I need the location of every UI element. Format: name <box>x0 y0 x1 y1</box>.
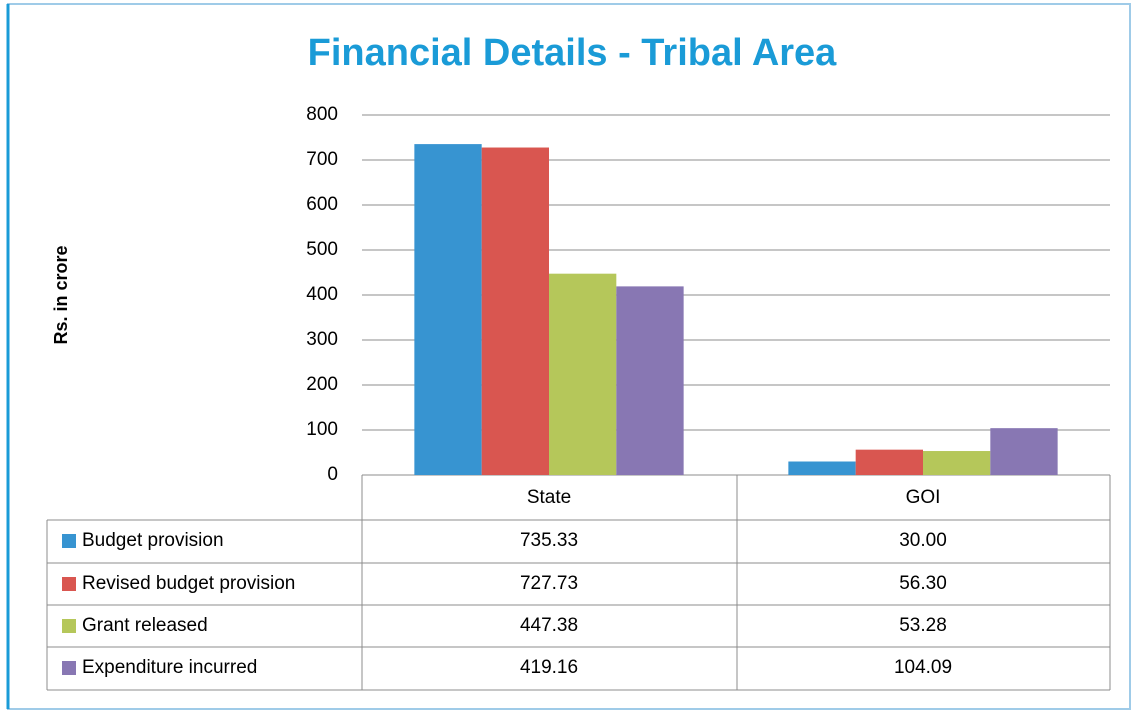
bar <box>923 451 991 475</box>
y-tick-label: 100 <box>306 419 338 440</box>
legend-swatch <box>62 661 76 675</box>
legend-label: Budget provision <box>82 530 224 551</box>
y-tick-label: 800 <box>306 104 338 125</box>
table-value: 56.30 <box>899 573 947 594</box>
y-tick-label: 200 <box>306 374 338 395</box>
y-tick-label: 600 <box>306 194 338 215</box>
table-lines <box>46 475 1111 691</box>
y-tick-label: 300 <box>306 329 338 350</box>
legend-swatch <box>62 577 76 591</box>
x-tick-label: State <box>527 487 571 508</box>
y-tick-label: 500 <box>306 239 338 260</box>
x-tick-label: GOI <box>906 487 941 508</box>
y-tick-label: 0 <box>327 464 338 485</box>
bar <box>414 144 482 475</box>
legend-swatch <box>62 534 76 548</box>
table-value: 53.28 <box>899 615 947 636</box>
bar <box>616 286 684 475</box>
y-tick-label: 700 <box>306 149 338 170</box>
bar <box>990 428 1058 475</box>
table-value: 735.33 <box>520 530 578 551</box>
legend-label: Grant released <box>82 615 208 636</box>
bar <box>549 273 617 475</box>
legend-label: Revised budget provision <box>82 573 295 594</box>
table-value: 104.09 <box>894 657 952 678</box>
table-value: 447.38 <box>520 615 578 636</box>
legend-swatch <box>62 619 76 633</box>
y-axis-label: Rs. in crore <box>51 245 71 344</box>
y-tick-label: 400 <box>306 284 338 305</box>
legend-label: Expenditure incurred <box>82 657 257 678</box>
bar <box>481 147 549 476</box>
table-value: 419.16 <box>520 657 578 678</box>
table-value: 727.73 <box>520 573 578 594</box>
bar <box>788 461 856 475</box>
chart-title: Financial Details - Tribal Area <box>308 32 838 74</box>
table-value: 30.00 <box>899 530 947 551</box>
bar <box>855 449 923 475</box>
